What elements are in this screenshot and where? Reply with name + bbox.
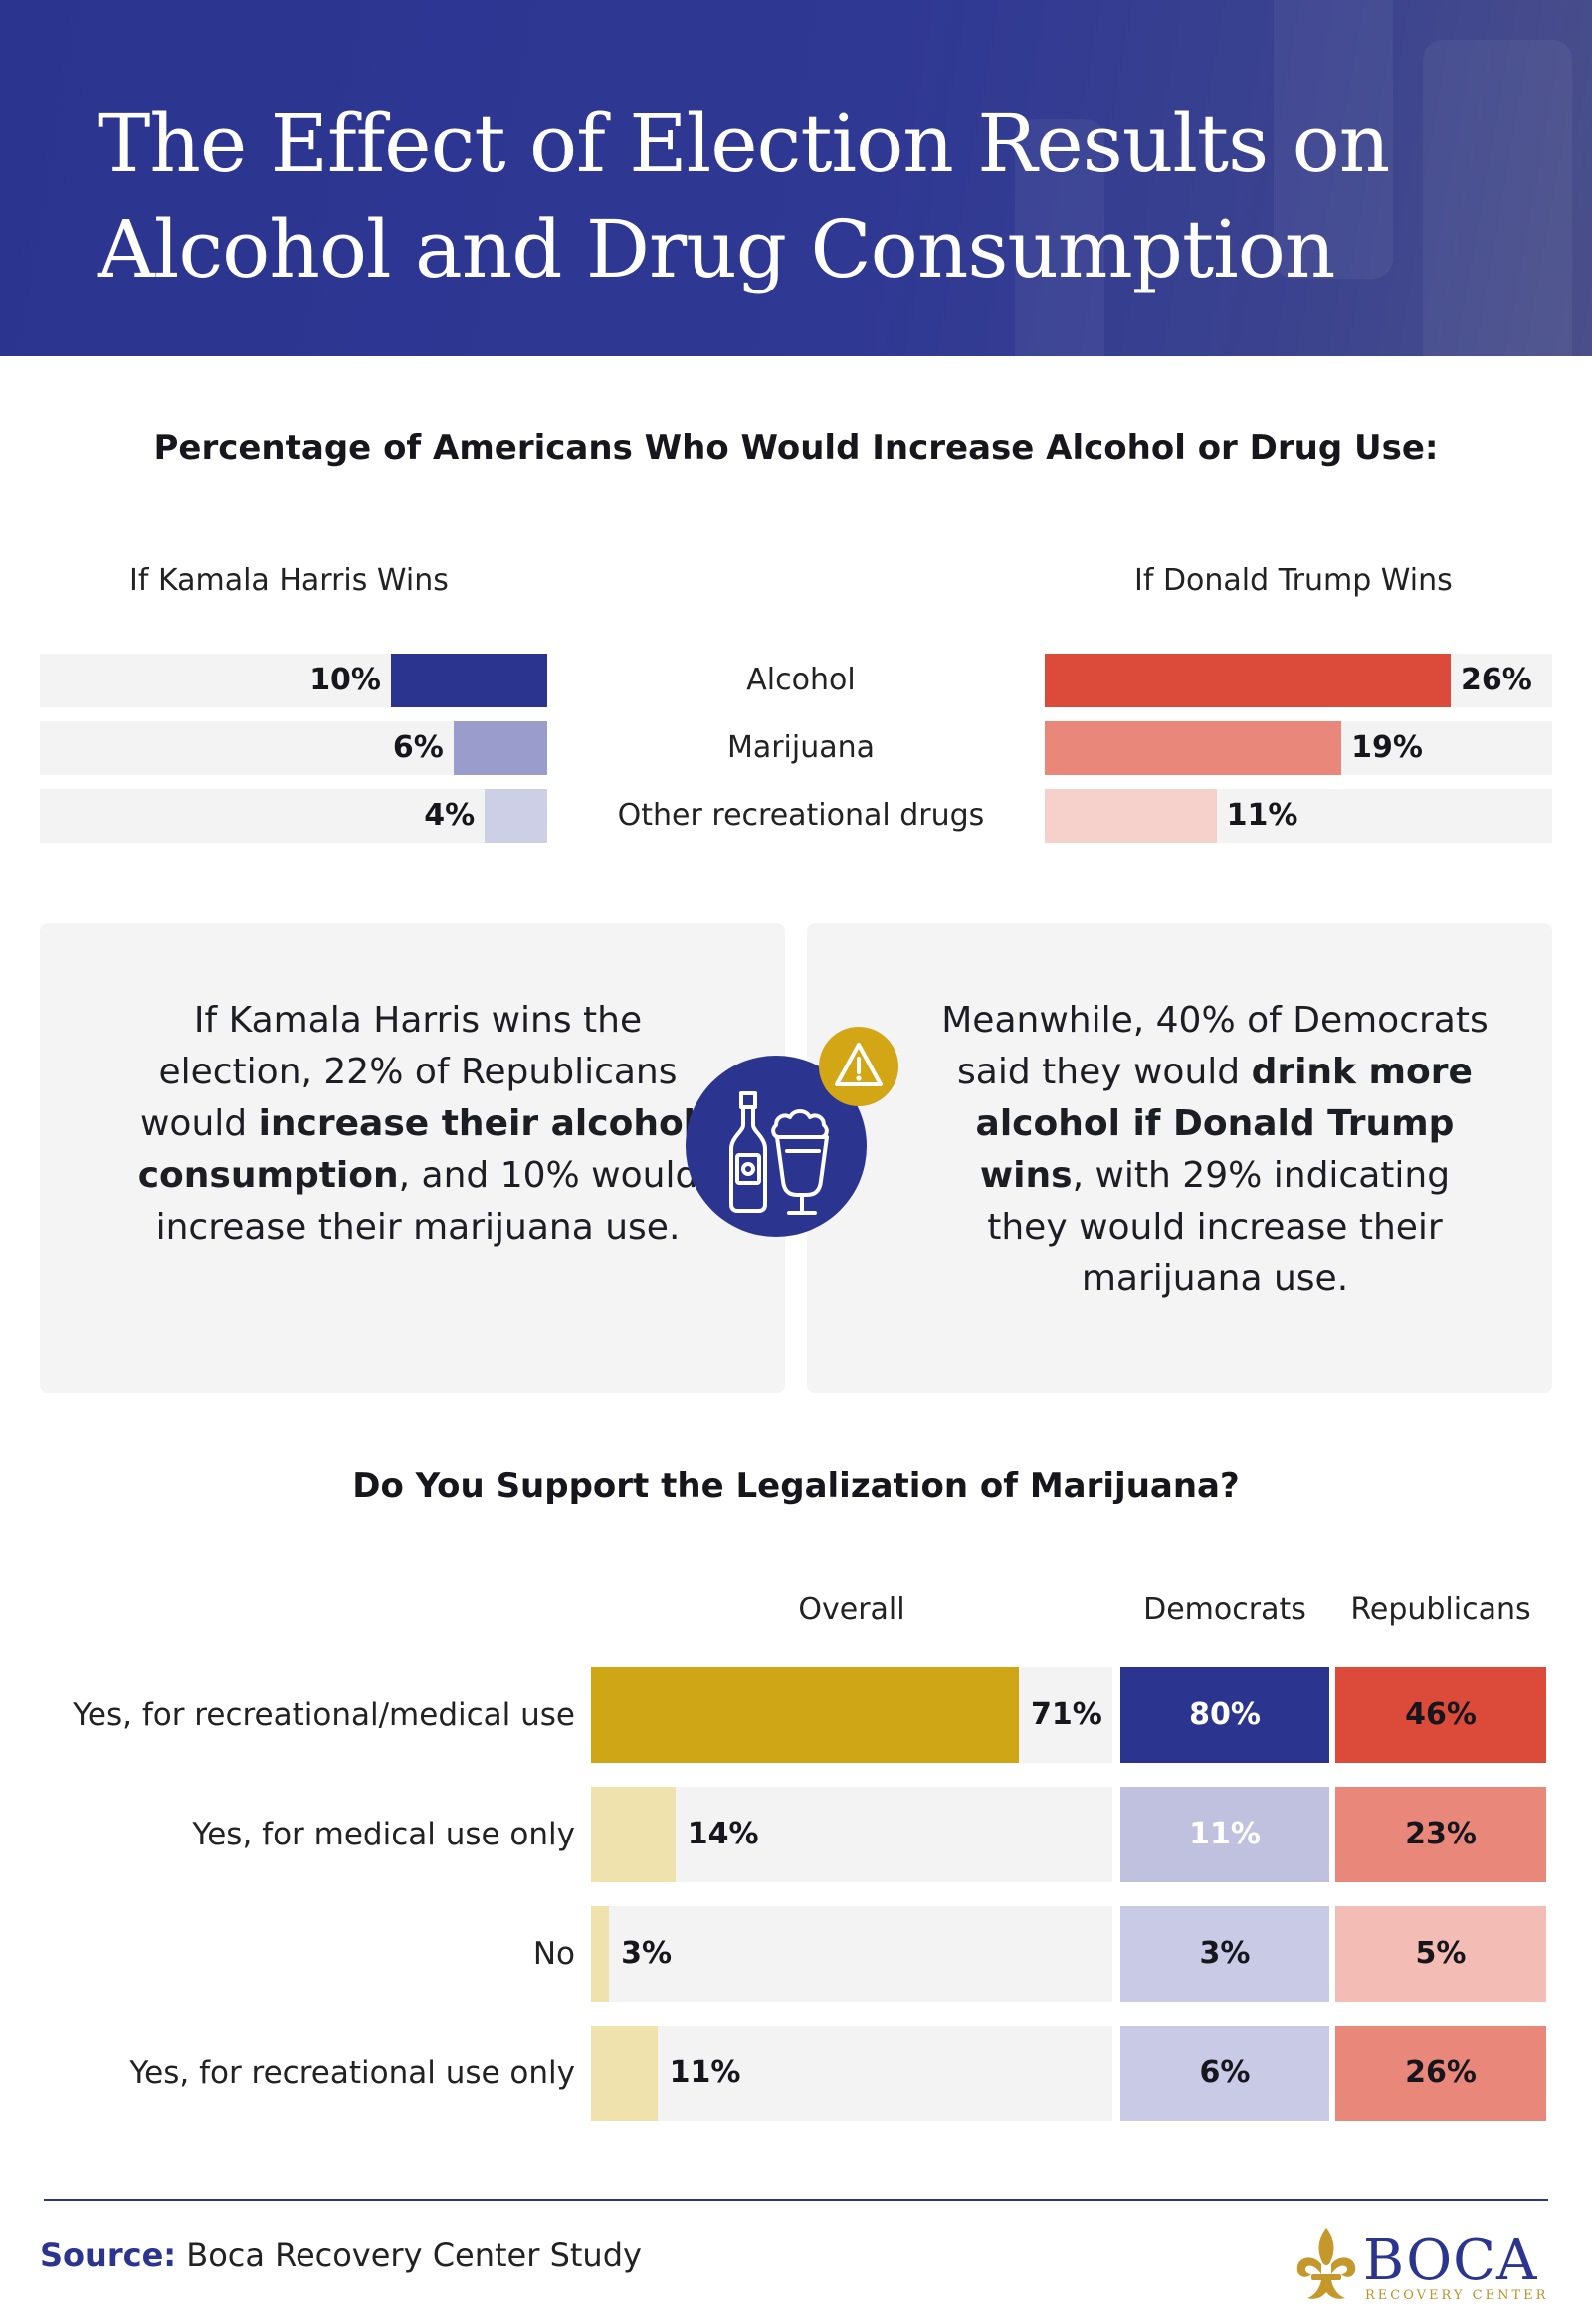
trump-bar: [1045, 654, 1451, 707]
column-header: Overall: [798, 1592, 905, 1627]
section1-heading: Percentage of Americans Who Would Increa…: [153, 428, 1439, 468]
trump-label: If Donald Trump Wins: [1134, 563, 1453, 598]
democrats-cell: 6%: [1120, 2026, 1329, 2121]
overall-bar-track: 11%: [591, 2026, 1112, 2121]
harris-summary-card: If Kamala Harris wins the election, 22% …: [40, 923, 785, 1393]
republicans-cell: 5%: [1335, 1906, 1546, 2002]
overall-bar-track: 71%: [591, 1667, 1112, 1763]
trump-bar: [1045, 789, 1217, 843]
democrats-cell: 3%: [1120, 1906, 1329, 2002]
boca-logo: BOCA RECOVERY CENTER: [1294, 2225, 1562, 2308]
fleur-de-lis-icon: [1296, 2228, 1356, 2299]
trump-bar-track: 11%: [1045, 789, 1552, 843]
overall-bar-track: 14%: [591, 1787, 1112, 1882]
trump-bar-track: 19%: [1045, 721, 1552, 775]
warning-triangle-icon: [819, 1027, 898, 1106]
overall-bar: [591, 1787, 676, 1882]
response-label: Yes, for recreational use only: [129, 2055, 575, 2091]
overall-bar: [591, 1667, 1019, 1763]
title-line-2: Alcohol and Drug Consumption: [98, 203, 1335, 295]
trump-bar: [1045, 721, 1342, 775]
democrats-cell: 11%: [1120, 1787, 1329, 1882]
harris-bar: [391, 654, 547, 707]
column-header: Republicans: [1350, 1592, 1531, 1627]
harris-bar-track: 4%: [40, 789, 547, 843]
category-label: Alcohol: [746, 663, 856, 697]
overall-bar-track: 3%: [591, 1906, 1112, 2002]
trump-summary-emphasis: drink more alcohol if Donald Trump wins: [975, 1052, 1473, 1196]
header-banner: The Effect of Election Results on Alcoho…: [0, 0, 1592, 356]
response-label: Yes, for recreational/medical use: [73, 1697, 575, 1733]
title-line-1: The Effect of Election Results on: [98, 97, 1390, 190]
overall-value-label: 11%: [669, 2055, 741, 2090]
logo-subtitle: RECOVERY CENTER: [1365, 2288, 1549, 2303]
trump-summary-text: Meanwhile, 40% of Democrats said they wo…: [941, 1000, 1489, 1299]
republicans-cell: 23%: [1335, 1787, 1546, 1882]
republicans-cell: 26%: [1335, 2026, 1546, 2121]
harris-value-label: 4%: [424, 798, 476, 833]
harris-bar: [453, 721, 547, 775]
harris-summary-text: If Kamala Harris wins the election, 22% …: [137, 1000, 698, 1248]
harris-label: If Kamala Harris Wins: [129, 563, 449, 598]
footer-divider: [44, 2199, 1548, 2201]
trump-value-label: 11%: [1226, 798, 1298, 833]
harris-value-label: 6%: [392, 730, 444, 765]
overall-bar: [591, 2026, 658, 2121]
overall-value-label: 14%: [687, 1817, 759, 1851]
overall-value-label: 71%: [1031, 1697, 1102, 1732]
harris-bar: [485, 789, 547, 843]
page-title: The Effect of Election Results on Alcoho…: [98, 92, 1510, 302]
republicans-cell: 46%: [1335, 1667, 1546, 1763]
trump-summary-card: Meanwhile, 40% of Democrats said they wo…: [807, 923, 1552, 1393]
democrats-cell: 80%: [1120, 1667, 1329, 1763]
source-label: Source:: [40, 2236, 177, 2274]
source-text: Boca Recovery Center Study: [186, 2236, 642, 2274]
response-label: Yes, for medical use only: [192, 1817, 575, 1852]
response-label: No: [532, 1936, 575, 1972]
overall-bar: [591, 1906, 610, 2002]
bottle-and-beer-glass-icon: [686, 1056, 867, 1237]
harris-summary-emphasis: increase their alcohol consumption: [137, 1103, 696, 1196]
trump-value-label: 26%: [1461, 663, 1532, 697]
logo-wordmark: BOCA: [1363, 2228, 1538, 2293]
column-header: Democrats: [1143, 1592, 1306, 1627]
harris-bar-track: 6%: [40, 721, 547, 775]
category-label: Marijuana: [726, 730, 876, 765]
trump-bar-track: 26%: [1045, 654, 1552, 707]
overall-value-label: 3%: [621, 1936, 673, 1971]
harris-value-label: 10%: [309, 663, 381, 697]
source-line: Source: Boca Recovery Center Study: [40, 2236, 642, 2274]
section2-heading: Do You Support the Legalization of Marij…: [352, 1466, 1240, 1506]
trump-value-label: 19%: [1351, 730, 1423, 765]
harris-bar-track: 10%: [40, 654, 547, 707]
category-label: Other recreational drugs: [617, 798, 985, 833]
